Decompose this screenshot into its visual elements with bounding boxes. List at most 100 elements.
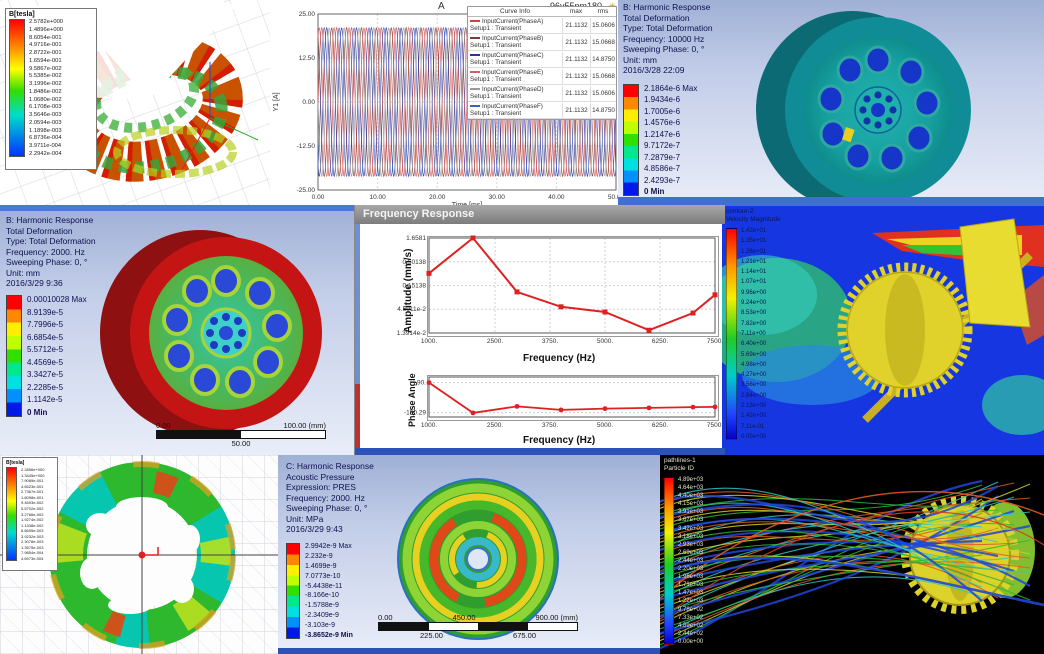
curve-max: 21.1132 (562, 85, 590, 101)
curve-rms: 15.0606 (590, 85, 616, 101)
legend-value: 2.13e+00 (741, 403, 767, 410)
svg-text:2500.: 2500. (487, 338, 503, 345)
amplitude-chart-frame (427, 236, 719, 337)
legend-value: -1.5788e-9 (305, 602, 339, 610)
legend-value: 2.44e+03 (678, 557, 704, 564)
streamline-plot (660, 479, 1044, 650)
rotor-field-ring (0, 455, 278, 654)
legend-value: 1.71e+03 (678, 582, 704, 589)
curve-name: InputCurrent(PhaseB) (482, 35, 544, 42)
curve-swatch (470, 37, 480, 40)
result-info: B: Harmonic Response Total Deformation Typ… (623, 2, 713, 76)
window-title-bar: Frequency Response (355, 205, 725, 224)
result-info-line: B: Harmonic Response (623, 2, 711, 12)
curve-table-row: InputCurrent(PhaseD) Setup1 : Transient … (468, 85, 616, 102)
legend-value: 4.64e+03 (678, 485, 704, 492)
legend-title-line: Velocity Magnitude (726, 216, 781, 223)
result-info-line: Type: Total Deformation (623, 23, 713, 33)
legend-value: 9.96e+00 (741, 289, 767, 296)
svg-text:-25.00: -25.00 (297, 187, 316, 194)
legend-value: 3.3427e-5 (27, 370, 64, 380)
svg-text:1.6581: 1.6581 (406, 235, 426, 242)
amplitude-axis-label: Amplitude (mm/s) (403, 248, 414, 333)
legend-value: 7.33e+02 (678, 614, 704, 621)
amplitude-x-label: Frequency (Hz) (523, 353, 596, 364)
plot-title: A (438, 1, 445, 12)
legend-value: 1.0680e-002 (29, 96, 62, 103)
curve-swatch (470, 71, 480, 74)
deformation-legend: 0.00010028 Max 8.9139e-5 7.7996e-5 6.6854e-… (6, 295, 87, 417)
legend-value: 0.00010028 Max (27, 295, 87, 304)
legend-value: 3.2766e-002 (21, 511, 44, 517)
legend-value: -3.103e-9 (305, 622, 335, 629)
colorbar (286, 543, 300, 639)
window-bottom-edge (278, 648, 660, 654)
legend-value: 1.1142e-5 (27, 395, 63, 405)
legend-value: 2.2285e-5 (27, 382, 64, 392)
curve-max: 21.1132 (562, 68, 590, 84)
legend-value: 7.11e+00 (741, 330, 766, 337)
curve-table-row: InputCurrent(PhaseB) Setup1 : Transient … (468, 34, 616, 51)
deformed-wheel-model (756, 11, 971, 205)
legend-value: 3.1996e-002 (29, 81, 62, 87)
legend-value: 3.9232e-003 (21, 533, 44, 539)
ruler-tick: 225.00 (420, 631, 443, 640)
curve-table-header: Curve Info max rms (468, 7, 616, 17)
ruler-tick: 450.00 (452, 613, 476, 622)
legend-value: 7.7996e-5 (27, 320, 64, 330)
legend-value: 2.7367e-001 (21, 489, 44, 495)
legend-value: 7.9854e-004 (21, 550, 44, 556)
legend-value: 4.6523e-001 (21, 483, 44, 489)
result-info-line: Sweeping Phase: 0, ° (6, 257, 88, 267)
result-info-line: Frequency: 10000 Hz (623, 33, 705, 44)
result-info: B: Harmonic Response Total Deformation Typ… (6, 215, 96, 289)
legend-value: 4.89e+03 (678, 477, 704, 483)
ruler-mid: 50.00 (231, 439, 251, 448)
legend-value: 1.42e+01 (741, 228, 767, 234)
legend-value: 2.4293e-7 (644, 175, 681, 185)
curve-setup: Setup1 : Transient (470, 59, 522, 66)
turbine-flow-field (722, 218, 1044, 435)
legend-value: 9.24e+00 (741, 300, 767, 307)
svg-text:12.50: 12.50 (299, 55, 316, 62)
svg-text:50.00: 50.00 (608, 194, 620, 201)
frequency-response-charts: 1.65810.501380.151384.6011e-21.3914e-210… (397, 235, 724, 429)
result-info-line: 2016/3/29 9:43 (286, 524, 343, 534)
legend-value: 1.6594e-001 (29, 57, 62, 64)
legend-value: 1.07e+01 (741, 279, 767, 286)
ruler-right: 100.00 (mm) (283, 421, 326, 430)
legend-title: B[tesla] (6, 460, 25, 466)
legend-title: contour-2 Velocity Magnitude (726, 208, 781, 224)
legend-value: 5.5702e-002 (21, 505, 44, 511)
legend-value: 3.9711e-004 (29, 143, 62, 149)
svg-text:90.: 90. (417, 380, 426, 387)
legend-value: 7.9089e-001 (21, 478, 44, 484)
legend-value: 1.42e+00 (741, 413, 767, 420)
legend-value: 2.2856e+000 (21, 467, 45, 472)
legend-value: 9.78e+02 (678, 606, 704, 613)
legend-value: 2.0594e-003 (29, 119, 62, 126)
legend-title-line: contour-2 (726, 208, 754, 215)
svg-text:5000.: 5000. (597, 422, 613, 429)
curve-name: InputCurrent(PhaseA) (482, 18, 544, 25)
legend-value: 1.4576e-6 (644, 118, 681, 128)
curve-setup: Setup1 : Transient (470, 42, 522, 49)
legend-value: 1.9434e-6 (644, 95, 681, 105)
window-title: Frequency Response (363, 208, 475, 220)
legend-value: -5.4438e-11 (305, 582, 343, 590)
legend-value: 1.3575e-003 (21, 544, 44, 550)
legend-values: 2.5782e+000 1.4896e+000 8.6054e-001 4.9716e… (29, 19, 63, 157)
legend-value: 2.93e+03 (678, 541, 704, 548)
curve-name: InputCurrent(PhaseF) (482, 103, 543, 110)
legend-value: 1.8486e-002 (29, 88, 62, 95)
legend-value: 3.5646e-003 (29, 112, 62, 118)
result-info-line: Sweeping Phase: 0, ° (286, 503, 368, 513)
curve-info-table: Curve Info max rms InputCurrent(PhaseA) … (467, 6, 617, 120)
scale-ruler: 0.00 100.00 (mm) 50.00 (156, 421, 326, 448)
colorbar (6, 467, 17, 561)
svg-text:25.00: 25.00 (299, 11, 316, 18)
curve-swatch (470, 20, 480, 23)
result-info-line: Unit: mm (6, 267, 40, 278)
result-info-line: Total Deformation (623, 12, 690, 23)
panel-maxwell-rotor-field: B[tesla] 2.2856e+000 1.3445e+000 7.9089e-0… (0, 455, 278, 654)
